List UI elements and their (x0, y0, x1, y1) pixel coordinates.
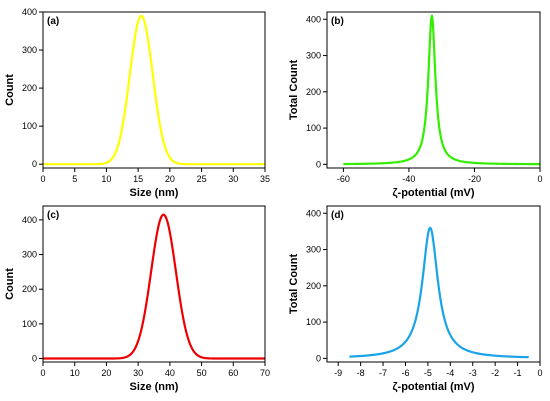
panel-a-x-tick-label: 0 (40, 174, 45, 184)
panel-a-tag: (a) (47, 16, 59, 27)
panel-c-x-tick-label: 10 (70, 368, 80, 378)
panel-c-y-axis-label: Count (4, 268, 16, 300)
panel-c-y-tick-label: 300 (22, 250, 37, 260)
panel-c-x-axis-label: Size (nm) (130, 381, 179, 393)
panel-b-series-line (342, 14, 541, 166)
panel-d-y-tick-label: 200 (306, 281, 321, 291)
panel-c-tag: (c) (47, 210, 59, 221)
panel-a-frame (42, 11, 266, 169)
panel-a-y-tick-label: 200 (22, 83, 37, 93)
panel-c-series-line (42, 213, 266, 360)
panel-c-frame (42, 205, 266, 363)
panel-a-x-tick-label: 35 (260, 174, 270, 184)
panel-c-x-tick-label: 20 (101, 368, 111, 378)
panel-a-x-tick-label: 5 (72, 174, 77, 184)
panel-c-x-tick-label: 40 (165, 368, 175, 378)
panel-d-x-tick-label: -6 (401, 368, 409, 378)
panel-d-x-tick-label: -7 (379, 368, 387, 378)
panel-d-series-line (348, 226, 530, 359)
panel-a-series-line (42, 14, 266, 166)
panel-a-x-axis-label: Size (nm) (130, 187, 179, 199)
panel-b-frame (326, 11, 541, 169)
panel-d-frame (326, 205, 541, 363)
panel-c-y-tick-label: 0 (32, 354, 37, 364)
panel-d-y-tick-label: 100 (306, 317, 321, 327)
panel-a-y-tick-label: 300 (22, 45, 37, 55)
panel-a-y-tick-label: 100 (22, 121, 37, 131)
panel-d-y-tick-label: 400 (306, 208, 321, 218)
panel-d-x-tick-label: -1 (514, 368, 522, 378)
panel-d-x-axis-label: ζ-potential (mV) (392, 381, 474, 393)
panel-d-y-axis-label: Total Count (288, 254, 300, 315)
panel-a-x-tick-label: 10 (101, 174, 111, 184)
panel-d-y-tick-label: 300 (306, 245, 321, 255)
panel-b-tag: (b) (331, 16, 344, 27)
panel-b-y-tick-label: 100 (306, 123, 321, 133)
panel-c-y-tick-label: 100 (22, 319, 37, 329)
panel-a-x-tick-label: 30 (228, 174, 238, 184)
panel-c-x-tick-label: 70 (260, 368, 270, 378)
panel-b-y-tick-label: 0 (316, 159, 321, 169)
panel-a-y-tick-label: 0 (32, 159, 37, 169)
panel-c-x-tick-label: 30 (133, 368, 143, 378)
panel-c-x-tick-label: 60 (228, 368, 238, 378)
panel-a-y-axis-label: Count (4, 74, 16, 106)
panel-d-x-tick-label: -5 (424, 368, 432, 378)
panel-b-x-tick-label: -60 (337, 174, 350, 184)
panel-d-x-tick-label: -4 (446, 368, 454, 378)
panel-c-y-tick-label: 400 (22, 215, 37, 225)
panel-b-x-axis-label: ζ-potential (mV) (392, 187, 474, 199)
panel-b-y-tick-label: 300 (306, 51, 321, 61)
panel-a-x-tick-label: 25 (197, 174, 207, 184)
panel-a-x-tick-label: 15 (133, 174, 143, 184)
panel-a-x-tick-label: 20 (165, 174, 175, 184)
panel-d-x-tick-label: -9 (334, 368, 342, 378)
panel-c-x-tick-label: 50 (197, 368, 207, 378)
panel-d-tag: (d) (331, 210, 344, 221)
panel-c-x-tick-label: 0 (40, 368, 45, 378)
panel-a-y-tick-label: 400 (22, 7, 37, 17)
panel-c-y-tick-label: 200 (22, 284, 37, 294)
panel-d-x-tick-label: -3 (469, 368, 477, 378)
panel-b-y-axis-label: Total Count (288, 60, 300, 121)
panel-d-x-tick-label: 0 (537, 368, 542, 378)
panel-d-x-tick-label: -8 (357, 368, 365, 378)
panel-b-y-tick-label: 400 (306, 14, 321, 24)
panel-d-y-tick-label: 0 (316, 353, 321, 363)
panel-b-x-tick-label: -40 (402, 174, 415, 184)
panel-b-y-tick-label: 200 (306, 87, 321, 97)
panel-b-x-tick-label: 0 (537, 174, 542, 184)
panel-d-x-tick-label: -2 (491, 368, 499, 378)
panel-b-x-tick-label: -20 (468, 174, 481, 184)
